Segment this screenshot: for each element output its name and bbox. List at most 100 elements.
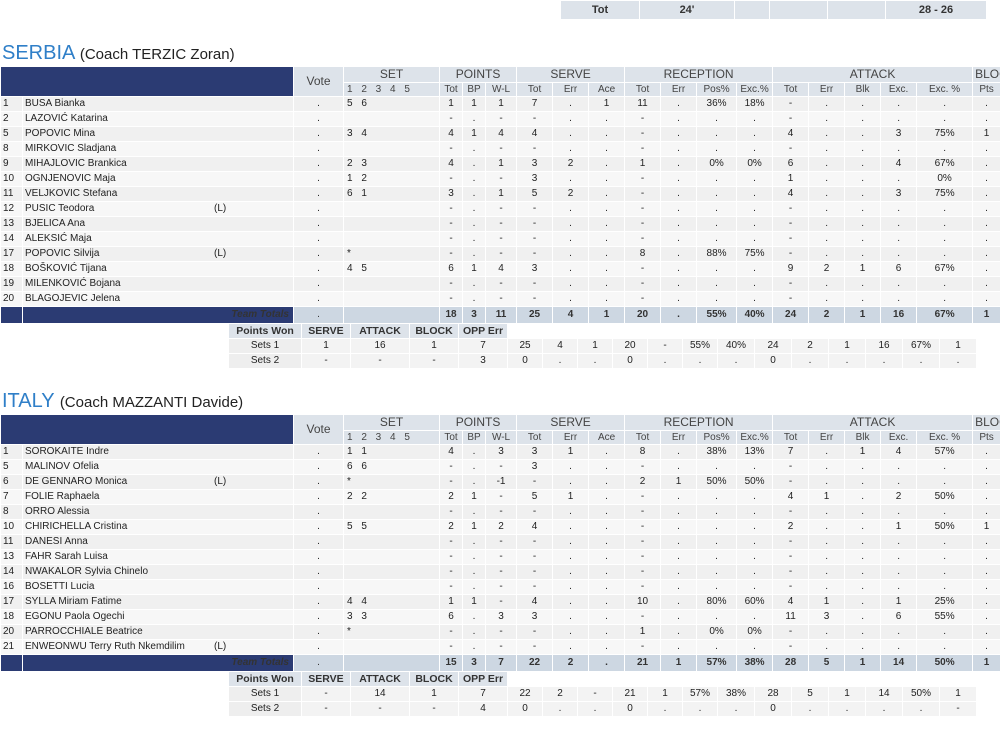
set-stat: . [792, 354, 828, 368]
column-header: Err [553, 83, 589, 96]
points-total: 6 [440, 610, 463, 624]
totals-serve-aces: 1 [589, 307, 625, 323]
totals-attack-errors: 2 [809, 307, 845, 323]
player-vote: . [294, 232, 343, 246]
player-name-cell: MIHAJLOVIC Brankica [23, 157, 293, 171]
player-name: POPOVIC Mina [25, 128, 96, 139]
points-bp: . [463, 172, 486, 186]
points-wl: 1 [486, 157, 517, 171]
attack-blocked: . [845, 460, 881, 474]
reception-total: - [625, 202, 661, 216]
won-attack: 16 [351, 339, 409, 353]
attack-excellent-pct: . [917, 142, 973, 156]
player-name: SOROKAITE Indre [25, 446, 109, 457]
reception-positive: 38% [697, 445, 737, 459]
won-opp-err: 3 [459, 354, 507, 368]
reception-errors: . [661, 535, 697, 549]
team-totals-label: Team Totals [23, 307, 293, 323]
player-vote: . [294, 520, 343, 534]
serve-aces: . [589, 247, 625, 261]
serve-total: - [517, 277, 553, 291]
points-bp: . [463, 505, 486, 519]
sets-label: Sets 1 [229, 687, 301, 701]
attack-blocked: . [845, 505, 881, 519]
serve-total: 5 [517, 187, 553, 201]
points-won-header: Points Won SERVE ATTACK BLOCK OPP Err [229, 672, 1000, 686]
player-sets: 5 6 [344, 97, 440, 111]
reception-excellent: . [737, 580, 773, 594]
set-stat: . [940, 354, 976, 368]
totals-points-wl: 11 [486, 307, 517, 323]
column-header: Ace [589, 431, 625, 444]
header-points: POINTS [440, 67, 517, 82]
attack-total: - [773, 247, 809, 261]
totals-reception-excellent: 40% [737, 307, 773, 323]
reception-positive: . [697, 505, 737, 519]
serve-total: - [517, 580, 553, 594]
player-row: 16 BOSETTI Lucia. -. - -.. -... -..... [1, 580, 1000, 594]
set-stat: . [578, 354, 612, 368]
attack-errors: . [809, 505, 845, 519]
points-total: - [440, 550, 463, 564]
player-number: 20 [1, 292, 22, 306]
reception-positive: . [697, 580, 737, 594]
points-total: - [440, 232, 463, 246]
attack-excellent: 2 [881, 490, 917, 504]
libero-marker: (L) [214, 203, 227, 214]
points-won-col-header: ATTACK [351, 672, 409, 686]
points-wl: - [486, 247, 517, 261]
player-sets [344, 277, 440, 291]
serve-aces: . [589, 595, 625, 609]
player-vote: . [294, 97, 343, 111]
player-sets [344, 535, 440, 549]
player-name-cell: POPOVIC Silvija (L) [23, 247, 293, 261]
reception-total: - [625, 505, 661, 519]
reception-positive: . [697, 460, 737, 474]
attack-excellent: . [881, 172, 917, 186]
attack-errors: . [809, 535, 845, 549]
points-total: - [440, 292, 463, 306]
set-stat: 0 [755, 702, 791, 716]
player-name-cell: FOLIE Raphaela [23, 490, 293, 504]
attack-total: 1 [773, 172, 809, 186]
team-title: SERBIA (Coach TERZIC Zoran) [2, 42, 235, 65]
serve-aces: . [589, 202, 625, 216]
player-vote: . [294, 460, 343, 474]
points-bp: . [463, 460, 486, 474]
block-points: . [973, 490, 1000, 504]
player-name-cell: POPOVIC Mina [23, 127, 293, 141]
reception-excellent: 0% [737, 625, 773, 639]
attack-total: 6 [773, 157, 809, 171]
totals-sets [344, 307, 440, 323]
header-row-groups: VoteSETPOINTSSERVERECEPTIONATTACKBLOCK [1, 415, 1000, 444]
player-number: 10 [1, 520, 22, 534]
attack-excellent-pct: . [917, 550, 973, 564]
reception-errors: . [661, 460, 697, 474]
points-bp: . [463, 247, 486, 261]
player-vote: . [294, 112, 343, 126]
points-bp: . [463, 142, 486, 156]
serve-errors: . [553, 640, 589, 654]
block-points: . [973, 172, 1000, 186]
reception-total: 2 [625, 475, 661, 489]
set-stat: 55% [683, 339, 717, 353]
points-wl: - [486, 580, 517, 594]
player-stats-table: VoteSETPOINTSSERVERECEPTIONATTACKBLOCK1 … [0, 414, 1000, 672]
reception-total: 8 [625, 247, 661, 261]
reception-positive: . [697, 535, 737, 549]
won-opp-err: 4 [459, 702, 507, 716]
serve-errors: 1 [553, 445, 589, 459]
attack-excellent-pct: . [917, 505, 973, 519]
reception-total: - [625, 262, 661, 276]
points-wl: 1 [486, 187, 517, 201]
reception-positive: . [697, 640, 737, 654]
points-bp: . [463, 187, 486, 201]
serve-aces: . [589, 565, 625, 579]
set-stat: 28 [755, 687, 791, 701]
player-row: 6 DE GENNARO Monica (L). * -. -1-.. 2 1 50% 50% -.… [1, 475, 1000, 489]
attack-excellent-pct: . [917, 112, 973, 126]
player-name-cell: MALINOV Ofelia [23, 460, 293, 474]
player-name: PUSIC Teodora [25, 203, 95, 214]
player-row: 1 SOROKAITE Indre. 1 1 4. 3 3 1. 8. 38% 13% 7. 1 4 57… [1, 445, 1000, 459]
player-sets [344, 640, 440, 654]
